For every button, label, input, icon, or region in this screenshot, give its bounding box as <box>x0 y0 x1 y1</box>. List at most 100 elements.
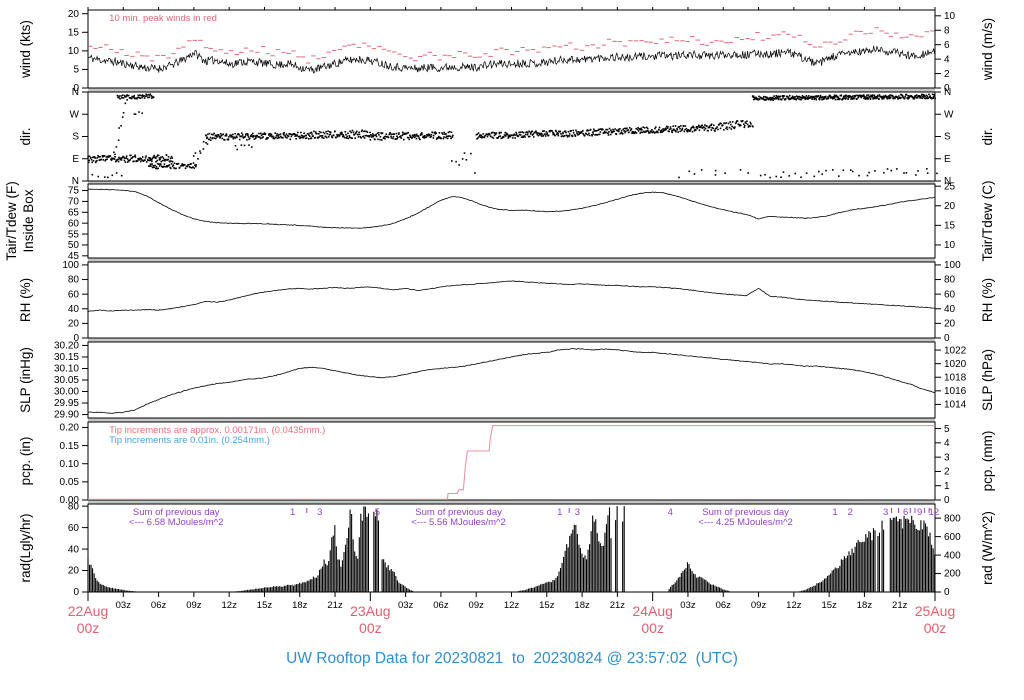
x-axis-minor-label: 21z <box>610 600 626 611</box>
temp-left-tick-label: 75 <box>68 186 80 197</box>
slp-right-tick-label: 1018 <box>944 372 967 383</box>
rad-mj-marker-label: 3 <box>883 507 888 518</box>
x-axis-minor-label: 06z <box>151 600 167 611</box>
pcp-annotation: Tip increments are 0.01in. (0.254mm.) <box>109 435 270 446</box>
pcp-cumulative-trace <box>88 425 935 500</box>
slp-left-axis-title: SLP (inHg) <box>18 347 33 413</box>
dir-left-tick-label: W <box>70 109 80 120</box>
rad-annotation: <--- 4.25 MJoules/m^2 <box>698 517 792 528</box>
rad-mj-marker-label: 1 <box>557 507 562 518</box>
x-axis-minor-label: 09z <box>751 600 767 611</box>
x-axis-date-label-z: 00z <box>641 620 664 636</box>
temp-left-tick-label: 65 <box>68 207 80 218</box>
rh-left-tick-label: 20 <box>68 319 80 330</box>
x-axis-minor-label: 12z <box>504 600 520 611</box>
x-axis-minor-label: 12z <box>786 600 802 611</box>
x-axis-date-label: 24Aug <box>632 603 672 619</box>
rh-left-axis-title: RH (%) <box>18 278 33 322</box>
wind-trace <box>87 45 935 74</box>
rad-right-tick-label: 200 <box>944 569 961 580</box>
rad-annotation: <--- 6.58 MJoules/m^2 <box>129 517 223 528</box>
slp-right-tick-label: 1022 <box>944 345 967 356</box>
rh-right-tick-label: 20 <box>944 319 956 330</box>
wind-peak-dashes <box>88 27 935 64</box>
pcp-left-tick-label: 0.20 <box>60 423 80 434</box>
rh-trace <box>88 280 936 312</box>
x-axis-minor-label: 15z <box>257 600 273 611</box>
dir-right-tick-label: N <box>944 87 951 98</box>
rad-annotation: Sum of previous day <box>133 507 220 518</box>
x-axis-minor-label: 03z <box>680 600 696 611</box>
temp-frame <box>87 183 936 259</box>
panel-separator <box>88 181 935 184</box>
rad-left-tick-label: 80 <box>68 501 80 512</box>
wind-annotation: 10 min. peak winds in red <box>109 13 217 24</box>
wind-left-axis-title: wind (kts) <box>18 20 33 79</box>
slp-frame <box>87 341 936 419</box>
rh-left-tick-label: 0 <box>73 333 79 344</box>
slp-right-tick-label: 1016 <box>944 386 967 397</box>
rad-left-tick-label: 60 <box>68 523 80 534</box>
temp-left-axis-title: Tair/Tdew (F) <box>4 181 19 261</box>
temp-left-tick-label: 50 <box>68 240 80 251</box>
temp-left-tick-label: 55 <box>68 229 80 240</box>
pcp-right-tick-label: 0 <box>944 495 950 506</box>
x-axis-date-label: 23Aug <box>350 603 390 619</box>
wind-left-tick-label: 5 <box>73 65 79 76</box>
rad-mj-marker-label: 3 <box>575 507 580 518</box>
x-axis-minor-label: 21z <box>892 600 908 611</box>
temp-trace <box>87 188 936 229</box>
rh-right-tick-label: 80 <box>944 275 956 286</box>
rad-annotation: Sum of previous day <box>415 507 502 518</box>
wind-left-tick-label: 15 <box>68 27 80 38</box>
rad-annotation: Sum of previous day <box>702 507 789 518</box>
temp-right-tick-label: 20 <box>944 201 956 212</box>
panel-separator <box>88 338 935 342</box>
x-axis-minor-label: 12z <box>222 600 238 611</box>
x-axis-minor-label: 21z <box>327 600 343 611</box>
dir-left-tick-label: E <box>72 154 79 165</box>
dir-right-tick-label: E <box>944 154 951 165</box>
rh-right-tick-label: 40 <box>944 304 956 315</box>
wind-right-axis-title: wind (m/s) <box>980 18 995 81</box>
temp-left-axis-title: Inside Box <box>21 189 36 252</box>
rh-left-tick-label: 40 <box>68 304 80 315</box>
wind-left-tick-label: 0 <box>73 83 79 94</box>
x-axis-minor-label: 15z <box>821 600 837 611</box>
dir-right-axis-title: dir. <box>980 127 995 145</box>
panel-separator <box>88 88 935 92</box>
temp-right-tick-label: 25 <box>944 181 956 192</box>
wind-right-tick-label: 0 <box>944 83 950 94</box>
rh-right-axis-title: RH (%) <box>980 278 995 322</box>
rh-right-tick-label: 0 <box>944 333 950 344</box>
x-axis-minor-label: 03z <box>398 600 414 611</box>
x-axis-minor-label: 09z <box>469 600 485 611</box>
slp-left-tick-label: 29.90 <box>54 410 79 421</box>
pcp-right-tick-label: 5 <box>944 424 950 435</box>
rad-bars <box>87 506 936 592</box>
temp-left-tick-label: 60 <box>68 218 80 229</box>
x-axis-date-label-z: 00z <box>359 620 382 636</box>
rad-left-axis-title: rad(Lgly/hr) <box>18 513 33 582</box>
rad-left-tick-label: 0 <box>73 587 79 598</box>
panel-pcp: 0.00 0.05 0.10 0.15 0.20 0 1 2 3 4 5 pcp. (in) pcp. … <box>18 421 995 506</box>
rh-left-tick-label: 60 <box>68 289 80 300</box>
pcp-right-axis-title: pcp. (mm) <box>980 431 995 492</box>
x-axis-minor-label: 15z <box>539 600 555 611</box>
wind-right-tick-label: 4 <box>944 54 950 65</box>
temp-right-axis-title: Tair/Tdew (C) <box>980 180 995 261</box>
rad-mj-marker-label: 9 <box>917 507 922 518</box>
x-axis-minor-label: 03z <box>116 600 132 611</box>
rad-left-tick-label: 20 <box>68 566 80 577</box>
x-axis-date-label-z: 00z <box>77 620 100 636</box>
rad-mj-marker-label: 1 <box>832 507 837 518</box>
temp-right-tick-label: 10 <box>944 240 956 251</box>
wind-right-tick-label: 10 <box>944 11 956 22</box>
panel-separator <box>88 418 935 422</box>
rh-frame <box>87 261 936 339</box>
dir-left-tick-label: N <box>72 87 79 98</box>
